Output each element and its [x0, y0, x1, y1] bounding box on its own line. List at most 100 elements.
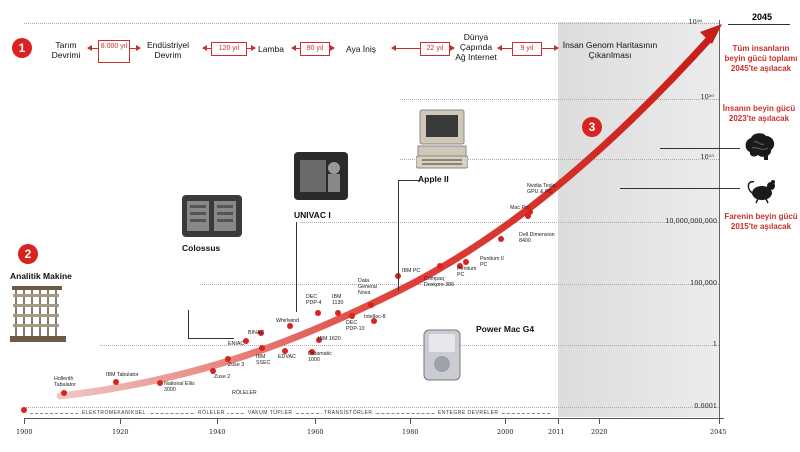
- x-label-1920: 1920: [112, 428, 129, 436]
- gap-22: 22 yıl: [420, 42, 450, 56]
- data-point-label: RÖLELER: [232, 390, 257, 396]
- brain-arrow: [660, 148, 740, 149]
- gap-120: 120 yıl: [211, 42, 247, 56]
- data-point: [371, 318, 377, 324]
- data-point: [498, 236, 504, 242]
- data-point-label: Nvidia Tesla GPU & PC: [527, 183, 556, 195]
- mouse-arrow: [620, 188, 740, 189]
- data-point: [316, 337, 322, 343]
- data-point-label: Zuse 2: [214, 374, 231, 380]
- analitik-machine-icon: [10, 286, 66, 342]
- x-label-1940: 1940: [209, 428, 226, 436]
- x-label-2020: 2020: [591, 428, 608, 436]
- x-label-2011: 2011: [548, 428, 565, 436]
- brain-icon: [745, 133, 775, 160]
- data-point: [315, 310, 321, 316]
- era-relays: RÖLELER: [196, 410, 227, 416]
- data-point: [437, 263, 443, 269]
- data-point-label: IBM PC: [402, 268, 421, 274]
- y-label-0.0001: 0.0001: [694, 402, 717, 410]
- apple-ii-photo: [416, 109, 468, 169]
- power-mac-photo: [423, 329, 461, 381]
- y-label-10e10: 10,000,000,000: [665, 217, 717, 225]
- callout-mouse-brain: Farenin beyin gücü 2015'te aşılacak: [724, 212, 798, 231]
- y-label-1: 1: [712, 340, 717, 348]
- univac-photo: [294, 152, 348, 200]
- data-point: [309, 349, 315, 355]
- era-vacuum: VAKUM TÜPLER: [246, 410, 295, 416]
- data-point-label: DEC PDP-4: [306, 294, 322, 306]
- data-point: [113, 379, 119, 385]
- data-point-label: EDVAC: [278, 354, 296, 360]
- data-point: [525, 213, 531, 219]
- apple-ii-label: Apple II: [418, 174, 449, 184]
- data-point-label: Data General Nova: [358, 278, 377, 296]
- data-point: [258, 330, 264, 336]
- colossus-photo: [182, 195, 242, 237]
- power-mac-label: Power Mac G4: [476, 324, 535, 334]
- arrow-2045: [728, 24, 790, 25]
- gap-90: 90 yıl: [300, 42, 330, 56]
- event-endustriyel: Endüstriyel Devrim: [146, 40, 190, 60]
- event-aya-inis: Aya İniş: [345, 44, 377, 54]
- data-point: [157, 380, 163, 386]
- data-point-label: Intellec-8: [364, 314, 386, 320]
- data-point: [335, 310, 341, 316]
- y-label-10e20: 10²⁰: [700, 93, 714, 101]
- data-point: [368, 302, 374, 308]
- data-point-label: IBM 1130: [332, 294, 344, 306]
- data-point-label: Dell Dimension 8400: [519, 232, 555, 244]
- data-point-label: Pentium PC: [457, 266, 477, 278]
- event-internet: Dünya Çapında Ağ Internet: [455, 32, 497, 62]
- data-point: [457, 263, 463, 269]
- callout-all-humans: Tüm insanların beyin gücü toplamı 2045't…: [724, 44, 798, 73]
- mouse-icon: [747, 180, 775, 204]
- data-point-label: IBM SSEC: [256, 354, 271, 366]
- data-point: [287, 323, 293, 329]
- data-point: [61, 390, 67, 396]
- colossus-connector: [188, 310, 234, 339]
- data-point: [282, 348, 288, 354]
- x-label-2045: 2045: [710, 428, 727, 436]
- x-label-2000: 2000: [497, 428, 514, 436]
- data-point-label: National Ellis 3000: [164, 381, 195, 393]
- apple-connector: [398, 180, 419, 291]
- data-point-label: Mac Pro: [510, 205, 530, 211]
- data-point: [259, 345, 265, 351]
- y-label-10e5: 100,000: [690, 279, 717, 287]
- data-point-label: Pentium II PC: [480, 256, 504, 268]
- x-label-1980: 1980: [402, 428, 419, 436]
- gap-9: 9 yıl: [512, 42, 542, 56]
- univac-connector: [296, 222, 297, 312]
- colossus-label: Colossus: [182, 243, 221, 253]
- year-2045: 2045: [752, 12, 773, 22]
- era-integrated: ENTEGRE DEVRELER: [436, 410, 501, 416]
- event-genom: İnsan Genom Haritasının Çıkarılması: [562, 40, 658, 60]
- analitik-label: Analitik Makine: [10, 271, 72, 281]
- data-point-label: DEC PDP-10: [346, 320, 365, 332]
- y-label-10e26: 10²⁶: [688, 18, 702, 26]
- y-label-10e15: 10¹⁵: [700, 153, 714, 161]
- data-point-label: Compaq Deskpro 386: [424, 276, 455, 288]
- data-point-label: IBM Tabulator: [106, 372, 139, 378]
- data-point-label: BINAC: [248, 330, 265, 336]
- era-electromechanical: ELEKTROMEKANİKSEL: [80, 410, 148, 416]
- badge-3: 3: [582, 117, 602, 137]
- univac-label: UNIVAC I: [294, 210, 331, 220]
- event-tarim: Tarım Devrimi: [51, 40, 81, 60]
- data-point-label: Datamatic 1000: [308, 351, 332, 363]
- data-point-label: Hollerith Tabulator: [54, 376, 76, 388]
- x-label-1960: 1960: [307, 428, 324, 436]
- data-point: [210, 368, 216, 374]
- badge-1: 1: [12, 38, 32, 58]
- data-point-label: IBM 1620: [318, 336, 341, 342]
- data-point: [243, 338, 249, 344]
- data-point-label: Whirlwind: [276, 318, 299, 324]
- data-point: [225, 356, 231, 362]
- callout-human-brain: İnsanın beyin gücü 2023'te aşılacak: [722, 104, 796, 123]
- data-point-label: ENIAC: [228, 341, 245, 347]
- gap-8000: 8.000 yıl: [98, 40, 130, 63]
- x-label-1900: 1900: [16, 428, 33, 436]
- data-point-label: Zuse 3: [228, 362, 245, 368]
